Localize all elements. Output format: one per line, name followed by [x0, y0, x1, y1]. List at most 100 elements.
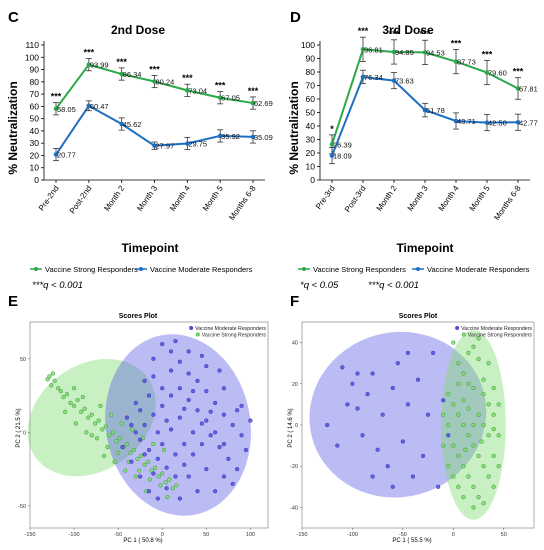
f-score-point: [441, 412, 446, 417]
f-score-point: [441, 443, 446, 448]
d-y-tick-label: 90: [306, 54, 316, 64]
c-data-point: [119, 71, 124, 77]
f-y-tick-label: 20: [292, 382, 298, 388]
e-score-point: [204, 389, 209, 394]
c-data-label: 35.09: [254, 133, 273, 142]
e-score-point: [142, 462, 147, 467]
f-score-point: [375, 447, 380, 452]
e-x-tick-label: -150: [24, 532, 35, 538]
f-score-point: [355, 371, 360, 376]
e-score-point: [146, 447, 152, 453]
c-data-label: 45.62: [123, 120, 142, 129]
legend-d: Vaccine Strong Responders Vaccine Modera…: [298, 265, 530, 291]
e-score-point: [138, 437, 143, 442]
e-score-point: [103, 424, 108, 429]
legend-moderate-marker-d: [416, 267, 420, 271]
d-data-point: [360, 47, 366, 52]
x-axis-label-c: Timepoint: [121, 241, 178, 255]
c-significance-mark: ***: [149, 64, 160, 74]
f-score-point: [370, 474, 375, 479]
e-score-point: [195, 408, 200, 413]
d-data-point: [484, 120, 490, 125]
e-score-point: [164, 486, 169, 491]
c-data-label: 29.75: [188, 139, 207, 148]
d-data-point: [422, 50, 428, 55]
e-score-point: [212, 489, 218, 494]
d-y-tick-label: 70: [306, 81, 316, 91]
d-data-point: [329, 153, 335, 158]
e-score-point: [63, 409, 68, 414]
e-confidence-ellipse: [105, 334, 252, 516]
e-y-tick-label: -50: [18, 504, 26, 510]
scores-title-e: Scores Plot: [119, 313, 158, 320]
legend-strong-label-d: Vaccine Strong Responders: [313, 265, 406, 274]
legend-strong-marker-d: [302, 267, 306, 271]
e-score-point: [142, 378, 147, 384]
f-score-point: [405, 402, 411, 407]
c-y-tick-label: 30: [30, 138, 40, 148]
e-score-point: [151, 441, 156, 447]
e-score-point: [156, 474, 161, 479]
e-score-point: [165, 494, 170, 500]
f-score-point: [481, 464, 486, 469]
e-score-point: [110, 430, 116, 435]
d-x-tick-label: Month 2: [375, 184, 399, 213]
d-data-label: 79.60: [488, 69, 507, 78]
f-x-tick-label: -150: [296, 532, 307, 538]
f-y-tick-label: -40: [290, 505, 298, 511]
d-data-label: 42.50: [488, 119, 507, 128]
e-score-point: [221, 441, 227, 447]
e-score-point: [186, 397, 191, 403]
f-score-point: [476, 356, 481, 362]
e-score-point: [234, 408, 240, 413]
e-score-point: [239, 403, 244, 409]
c-data-label: 27.97: [156, 142, 175, 151]
footnote-d-a: *q < 0.05: [300, 280, 339, 291]
e-score-point: [133, 400, 138, 406]
f-score-point: [491, 412, 496, 417]
e-score-point: [186, 349, 191, 354]
panel-letter-f: F: [290, 293, 299, 310]
c-y-tick-label: 50: [30, 114, 40, 124]
f-score-point: [471, 484, 476, 489]
e-score-point: [151, 356, 156, 361]
e-score-point: [161, 447, 167, 453]
e-score-point: [56, 386, 61, 391]
c-data-label: 67.05: [221, 94, 240, 103]
e-score-point: [123, 468, 128, 473]
c-y-tick-label: 20: [30, 150, 40, 160]
f-score-point: [451, 443, 456, 448]
e-score-point: [52, 378, 57, 384]
x-axis-label-e: PC 1 ( 50.8 %): [123, 538, 162, 544]
e-score-point: [120, 444, 125, 450]
e-score-point: [114, 439, 119, 444]
f-x-tick-label: -100: [347, 532, 358, 538]
f-score-point: [481, 391, 486, 397]
f-x-tick-label: -50: [399, 532, 407, 538]
c-x-tick-label: Month 4: [168, 184, 192, 213]
e-score-point: [168, 368, 174, 373]
f-score-point: [395, 361, 400, 366]
d-data-label: 42.77: [519, 118, 538, 127]
e-score-point: [234, 466, 240, 472]
f-score-point: [471, 422, 476, 428]
d-data-point: [453, 59, 459, 64]
d-y-tick-label: 30: [306, 135, 316, 145]
legend-c: Vaccine Strong Responders Vaccine Modera…: [30, 265, 253, 291]
c-significance-mark: ***: [51, 92, 62, 102]
f-score-point: [471, 443, 476, 448]
c-data-label: 62.69: [254, 99, 273, 108]
f-score-point: [390, 385, 395, 391]
c-data-point: [86, 62, 92, 67]
e-score-point: [217, 444, 222, 450]
f-legend-marker: [455, 325, 460, 331]
f-score-point: [476, 412, 481, 417]
d-y-tick-label: 80: [306, 67, 316, 77]
c-x-tick-label: Months 6-8: [227, 184, 258, 222]
f-legend-label: Vaccine Moderate Responders: [461, 326, 532, 332]
e-score-point: [101, 453, 107, 459]
e-score-point: [107, 433, 112, 438]
c-y-tick-label: 0: [34, 175, 39, 185]
c-significance-mark: ***: [215, 81, 226, 91]
f-score-point: [491, 453, 496, 459]
